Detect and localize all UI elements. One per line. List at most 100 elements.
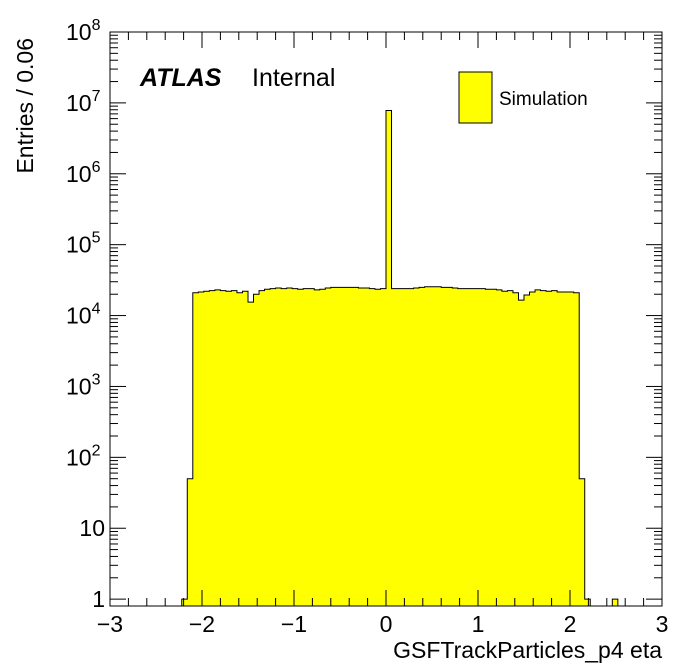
histogram-bin [463, 288, 470, 606]
histogram-bin [259, 290, 265, 606]
histogram-bin [435, 286, 442, 606]
histogram-bin [529, 291, 536, 606]
y-tick-labels: 1 10 102 103 104 105 106 107 108 [66, 17, 105, 612]
x-tick-label: −1 [281, 611, 307, 637]
y-tick-label: 103 [66, 371, 101, 399]
histogram-bin [535, 289, 541, 606]
histogram-bin [203, 291, 210, 606]
histogram-bin [336, 287, 343, 606]
histogram-bin [214, 289, 221, 606]
y-tick-label: 1 [92, 586, 105, 612]
internal-label: Internal [252, 64, 335, 92]
histogram-bin [236, 292, 243, 606]
histogram-bin [524, 295, 530, 606]
histogram-bin [192, 292, 199, 606]
histogram-bin [413, 287, 420, 606]
histogram-bin [430, 286, 437, 606]
x-axis-label: GSFTrackParticles_p4 eta [393, 637, 662, 663]
histogram-bin [374, 289, 381, 606]
histogram-bin [612, 599, 619, 606]
histogram-bin [424, 286, 431, 606]
histogram-bin [281, 288, 288, 606]
histogram-bin [248, 302, 254, 606]
histogram-bin [457, 288, 464, 606]
histogram-bin [573, 292, 580, 606]
axis-ticks [109, 31, 663, 606]
histogram-bin [468, 288, 475, 606]
histogram-bin [303, 288, 310, 606]
histogram-bin [270, 288, 276, 606]
y-tick-label: 102 [66, 442, 101, 470]
histogram-bin [325, 287, 332, 606]
histogram-bin [314, 289, 321, 606]
histogram-bin [231, 290, 238, 606]
histogram-bin [253, 294, 260, 606]
histogram-bin [330, 287, 337, 606]
x-tick-label: 2 [564, 611, 577, 637]
histogram-bin [540, 290, 547, 606]
histogram-bin [347, 287, 354, 606]
histogram-bin [369, 288, 376, 606]
histogram-bin [242, 291, 249, 606]
histogram-bin [209, 290, 216, 606]
y-axis-label: Entries / 0.06 [12, 38, 38, 174]
histogram-bin [220, 290, 227, 606]
x-tick-labels: −3 −2 −1 0 1 2 3 [97, 611, 669, 637]
histogram-bin [319, 289, 326, 606]
histogram-bin [397, 288, 403, 606]
histogram-bin [507, 290, 514, 606]
histogram-bin [402, 288, 409, 606]
histogram-bin [286, 287, 293, 606]
x-tick-label: 0 [380, 611, 393, 637]
histogram-bin [363, 287, 370, 606]
histogram-bin [579, 478, 586, 606]
y-tick-label: 105 [66, 230, 101, 258]
y-tick-label: 104 [66, 301, 101, 329]
histogram-bars [181, 110, 619, 607]
histogram-bin [187, 478, 194, 606]
histogram-bin [341, 287, 348, 606]
histogram-bin [557, 291, 564, 606]
histogram-bin [490, 289, 497, 606]
histogram-bin [225, 291, 232, 606]
atlas-label: ATLAS [139, 64, 222, 92]
histogram-bin [380, 288, 387, 606]
legend-entry-label: Simulation [499, 89, 588, 110]
legend-swatch [458, 71, 493, 124]
histogram-bin [501, 291, 508, 606]
histogram-bin [485, 289, 492, 606]
x-tick-label: 3 [656, 611, 669, 637]
histogram-bin [358, 287, 365, 606]
histogram-bin [568, 291, 575, 606]
histogram-bin [419, 287, 426, 606]
histogram-bin [452, 287, 459, 606]
histogram-bin [181, 599, 188, 606]
histogram-bin [275, 287, 282, 606]
histogram-bin [391, 288, 398, 606]
histogram-outline [181, 110, 619, 606]
histogram-bin [386, 110, 392, 607]
histogram-bin [446, 287, 453, 606]
histogram-bin [264, 289, 271, 606]
histogram-bin [308, 288, 315, 606]
y-tick-label: 106 [66, 159, 101, 187]
histogram-bin [292, 288, 299, 606]
y-tick-label: 107 [66, 88, 101, 116]
histogram-bin [512, 292, 519, 606]
histogram-bin [479, 288, 486, 606]
histogram-bin [584, 599, 591, 606]
histogram-bin [551, 290, 558, 606]
histogram-bin [352, 287, 359, 606]
histogram-bin [441, 287, 448, 606]
x-tick-label: −2 [189, 611, 215, 637]
x-tick-label: −3 [97, 611, 123, 637]
histogram-bin [518, 300, 525, 606]
y-tick-label: 10 [79, 515, 105, 541]
histogram-bin [297, 289, 304, 606]
histogram-bin [496, 289, 503, 606]
y-tick-label: 108 [66, 17, 101, 45]
histogram-bin [198, 291, 205, 606]
histogram-bin [408, 288, 414, 606]
histogram-bin [562, 291, 569, 606]
histogram-bin [546, 291, 552, 606]
